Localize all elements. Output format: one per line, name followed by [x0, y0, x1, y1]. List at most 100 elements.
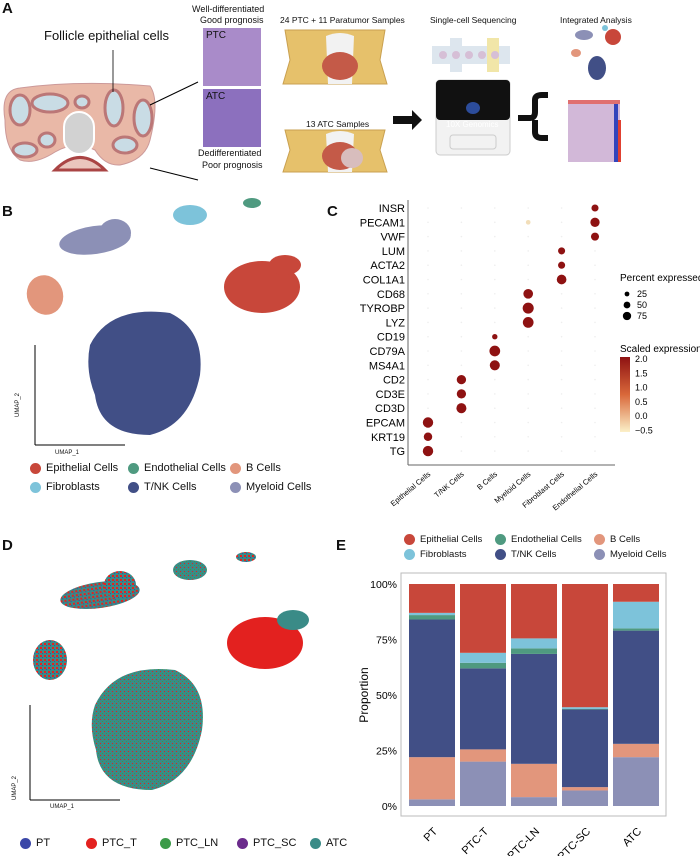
cluster-tnk: [88, 311, 201, 435]
gene-label-cd68: CD68: [377, 289, 405, 301]
background-dot: [460, 221, 463, 224]
background-dot: [494, 393, 496, 395]
umap-d-x-label: UMAP_1: [50, 804, 75, 810]
cluster-label: Epithelial Cells: [389, 469, 433, 508]
legend-label: PTC_T: [102, 837, 137, 849]
samples-top-label: 24 PTC + 11 Paratumor Samples: [280, 15, 405, 25]
workflow-illustration: [3, 25, 621, 181]
background-dot: [527, 407, 529, 409]
gene-label-lum: LUM: [382, 246, 405, 258]
background-dot: [594, 421, 596, 424]
color-legend-tick: 1.0: [635, 383, 648, 393]
dot-cd68: [523, 288, 534, 299]
legend-swatch: [86, 837, 97, 849]
bar-segment-b-cells: [409, 757, 455, 800]
background-dot: [527, 393, 529, 395]
legend-item: ATC: [310, 837, 347, 849]
background-dot: [494, 250, 496, 252]
background-dot: [427, 264, 429, 266]
neck-illustration-bottom: [282, 129, 388, 173]
legend-item: Endothelial Cells: [128, 462, 226, 474]
stacked-bar-chart: 0% 25% 50% 75% 100% Proportion PT PTC-T PTC-LN PT…: [357, 572, 667, 856]
legend-label: T/NK Cells: [144, 481, 197, 493]
cluster-b-cells: [26, 275, 64, 315]
bottom-desc-2: Poor prognosis: [202, 160, 263, 170]
legend-label: Fibroblasts: [46, 481, 100, 493]
gene-label-acta2: ACTA2: [370, 260, 405, 272]
background-dot: [494, 321, 496, 324]
bar-segment-myeloid-cells: [409, 799, 455, 806]
background-dot: [560, 221, 563, 224]
background-dot: [427, 293, 429, 295]
background-dot: [560, 293, 563, 295]
dot-cd2: [456, 374, 467, 385]
gene-label-cd3e: CD3E: [376, 389, 405, 401]
bar-segment-epithelial-cells: [511, 584, 557, 639]
legend-item: Myeloid Cells: [594, 549, 667, 560]
bar-segment-epithelial-cells: [562, 584, 608, 708]
legend-item: B Cells: [230, 462, 281, 474]
background-dot: [560, 393, 563, 395]
ptc-histology-image: [203, 28, 261, 86]
panel-label-b: B: [2, 203, 13, 220]
background-dot: [427, 350, 429, 352]
cluster-fibroblasts: [173, 205, 207, 225]
umap-samples: [29, 552, 309, 801]
background-dot: [594, 321, 596, 324]
size-legend-label: 25: [637, 289, 647, 299]
background-dot: [460, 307, 463, 309]
bar-segment-b-cells: [613, 743, 659, 758]
background-dot: [427, 307, 429, 309]
thyroid-tissue-icon: [3, 82, 156, 172]
background-dot: [427, 378, 429, 381]
gene-label-ms4a1: MS4A1: [369, 360, 405, 372]
dot-tyrobp: [522, 302, 534, 314]
bar-segment-b-cells: [460, 749, 506, 762]
background-dot: [560, 407, 563, 409]
background-dot: [527, 450, 529, 452]
background-dot: [527, 278, 529, 281]
color-legend-tick: 0.5: [635, 397, 648, 407]
bar-segment-fibroblasts: [460, 652, 506, 663]
background-dot: [494, 264, 496, 266]
legend-label: B Cells: [610, 534, 641, 545]
legend-label: Epithelial Cells: [46, 462, 119, 474]
legend-swatch: [230, 481, 241, 493]
background-dot: [560, 335, 563, 338]
background-dot: [594, 450, 596, 452]
gene-label-insr: INSR: [379, 203, 405, 215]
background-dot: [560, 350, 563, 352]
background-dot: [560, 321, 563, 324]
cluster-b-mixed: [33, 640, 67, 680]
device-label: 10X Genomics: [446, 120, 499, 129]
background-dot: [527, 436, 529, 438]
bar-segment-t-nk-cells: [613, 630, 659, 744]
dot-pecam1: [525, 219, 531, 225]
legend-swatch: [237, 837, 248, 849]
size-legend-label: 75: [637, 311, 647, 321]
arrow-top: [149, 81, 199, 106]
background-dot: [494, 436, 496, 438]
legend-label: PTC_LN: [176, 837, 219, 849]
x-tick-label: PTC-T: [460, 825, 492, 856]
background-dot: [560, 421, 563, 424]
x-tick-label: PTC-LN: [506, 826, 543, 856]
legend-swatch: [404, 534, 415, 545]
legend-swatch: [30, 462, 41, 474]
follicle-label: Follicle epithelial cells: [44, 28, 169, 43]
background-dot: [594, 407, 596, 409]
legend-item: PTC_SC: [237, 837, 296, 849]
gene-label-pecam1: PECAM1: [360, 217, 405, 229]
background-dot: [460, 335, 463, 338]
cluster-endothelial-mixed: [236, 552, 256, 562]
legend-item: Epithelial Cells: [404, 534, 482, 545]
heatmap-thumbnail: [568, 100, 621, 162]
dot-insr: [591, 204, 599, 212]
background-dot: [560, 436, 563, 438]
branch-arrow-icon: [518, 92, 548, 141]
panel-label-e: E: [336, 537, 347, 554]
panel-label-d: D: [2, 537, 13, 554]
background-dot: [427, 221, 429, 224]
dot-acta2: [558, 261, 566, 269]
background-dot: [494, 307, 496, 309]
